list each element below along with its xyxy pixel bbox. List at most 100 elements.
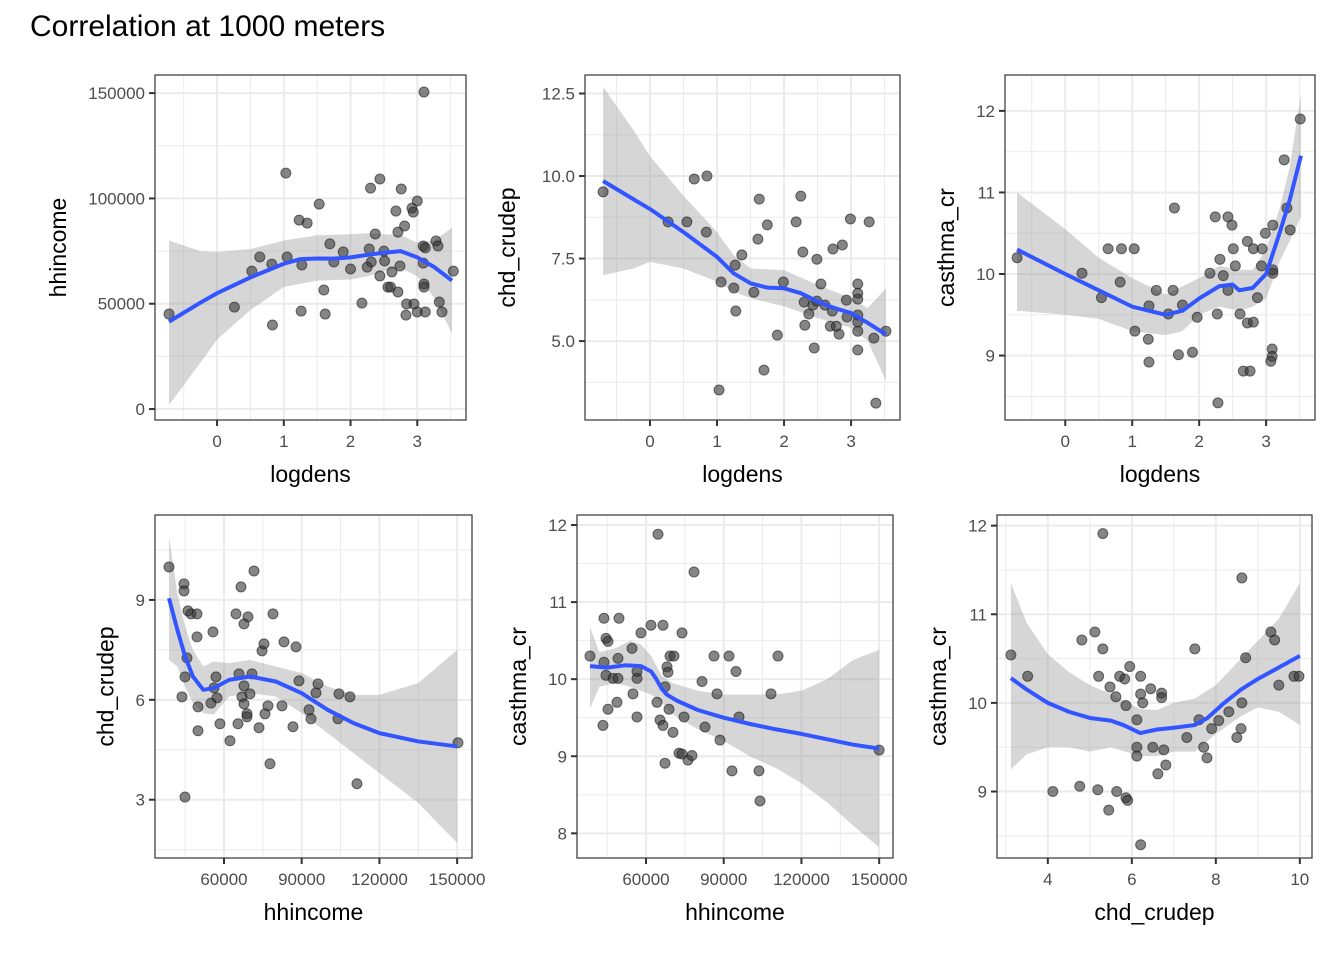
data-point xyxy=(313,198,325,210)
data-point xyxy=(676,627,688,639)
data-point xyxy=(833,328,845,340)
data-point xyxy=(1269,634,1281,646)
data-point xyxy=(662,666,674,678)
data-point xyxy=(840,294,852,306)
data-point xyxy=(584,650,596,662)
data-point xyxy=(238,698,250,710)
data-point xyxy=(1240,652,1252,664)
data-point xyxy=(1226,219,1238,231)
data-point xyxy=(765,688,777,700)
data-point xyxy=(386,266,398,278)
panel-border xyxy=(1004,74,1316,421)
data-point xyxy=(337,246,349,258)
data-point xyxy=(447,265,459,277)
data-point xyxy=(1116,243,1128,255)
data-point xyxy=(1145,683,1157,695)
data-point xyxy=(374,270,386,282)
data-point xyxy=(1234,308,1246,320)
data-point xyxy=(1137,697,1149,709)
y-tick-label: 12 xyxy=(548,516,567,535)
y-axis-title: casthma_cr xyxy=(505,627,531,746)
data-point xyxy=(1209,211,1221,223)
data-point xyxy=(254,251,266,263)
data-point xyxy=(1191,311,1203,323)
smooth-line xyxy=(589,663,880,751)
data-point xyxy=(1278,154,1290,166)
data-point xyxy=(1231,731,1243,743)
y-tick-label: 9 xyxy=(986,347,995,366)
y-axis-title: casthma_cr xyxy=(933,188,959,307)
data-point xyxy=(244,688,256,700)
data-point xyxy=(1259,227,1271,239)
data-point xyxy=(631,711,643,723)
panel-background xyxy=(155,75,466,420)
x-tick-label: 60000 xyxy=(622,870,669,889)
data-point xyxy=(1189,643,1201,655)
data-point xyxy=(207,626,219,638)
data-point xyxy=(1131,750,1143,762)
data-point xyxy=(597,186,609,198)
data-point xyxy=(753,193,765,205)
data-point xyxy=(1217,270,1229,282)
smooth-line xyxy=(1009,654,1301,736)
data-point xyxy=(852,344,864,356)
data-point xyxy=(1092,784,1104,796)
data-point xyxy=(205,697,217,709)
data-point xyxy=(1201,752,1213,764)
panel-bottom-right: 4 6 8 10 9 10 11 12 chd_crudep casthma_cr xyxy=(925,514,1313,925)
data-point xyxy=(399,220,411,232)
data-point xyxy=(1236,572,1248,584)
data-point xyxy=(752,233,764,245)
data-point xyxy=(827,243,839,255)
data-point xyxy=(1089,626,1101,638)
data-point xyxy=(715,276,727,288)
data-point xyxy=(1244,365,1256,377)
data-point xyxy=(753,765,765,777)
data-point xyxy=(276,700,288,712)
data-point xyxy=(602,703,614,715)
data-point xyxy=(815,278,827,290)
data-point xyxy=(852,325,864,337)
x-tick-label: 120000 xyxy=(351,870,408,889)
x-tick-label: 0 xyxy=(645,432,654,451)
y-tick-label: 9 xyxy=(136,591,145,610)
data-point xyxy=(1097,643,1109,655)
data-point xyxy=(1005,649,1017,661)
panel-top-middle: 0 1 2 3 5.0 7.5 10.0 12.5 logdens chd_crudep xyxy=(494,74,901,487)
data-point xyxy=(1097,528,1109,540)
data-point xyxy=(305,713,317,725)
y-tick-label: 10.0 xyxy=(542,167,575,186)
gridlines xyxy=(1005,75,1315,420)
data-point xyxy=(790,216,802,228)
data-point xyxy=(799,319,811,331)
data-point xyxy=(179,671,191,683)
data-point xyxy=(379,255,391,267)
y-tick-label: 150000 xyxy=(88,84,145,103)
data-point xyxy=(419,306,431,318)
data-point xyxy=(1167,284,1179,296)
data-point xyxy=(1229,260,1241,272)
data-point xyxy=(1156,692,1168,704)
x-tick-label: 3 xyxy=(1261,432,1270,451)
data-point xyxy=(1135,839,1147,851)
data-point xyxy=(258,638,270,650)
y-tick-label: 11 xyxy=(977,183,995,202)
data-point xyxy=(714,734,726,746)
data-point xyxy=(701,170,713,182)
data-point xyxy=(230,608,242,620)
data-point xyxy=(395,183,407,195)
data-point xyxy=(1124,661,1136,673)
data-point xyxy=(771,329,783,341)
data-point xyxy=(598,612,610,624)
plot-area xyxy=(1005,528,1305,851)
y-tick-label: 10 xyxy=(976,265,995,284)
data-point xyxy=(699,721,711,733)
data-point xyxy=(1103,804,1115,816)
data-point xyxy=(264,758,276,770)
x-tick-label: 1 xyxy=(712,432,721,451)
data-point xyxy=(361,261,373,273)
data-point xyxy=(761,219,773,231)
data-point xyxy=(611,696,623,708)
data-point xyxy=(844,213,856,225)
y-tick-label: 50000 xyxy=(98,295,145,314)
